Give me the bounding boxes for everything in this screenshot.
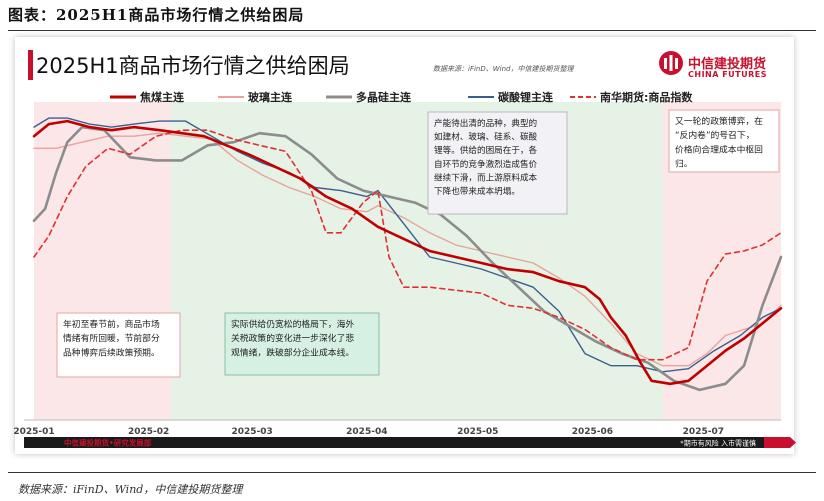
ann-top-right-text: 又一轮的政策博弈，在“反内卷”的号召下，价格向合理成本中枢回归。 [675,115,763,170]
logo-text-cn: 中信建投期货 [688,57,767,72]
series-line-2 [32,125,783,392]
ann-bottom-left-text: 年初至春节前，商品市场情绪有所回暖，节前部分品种博弈后续政策预期。 [63,318,160,358]
chart-title: 2025H1商品市场行情之供给困局 [36,54,350,78]
ann-top-middle-text: 产能待出清的品种，典型的如建材、玻璃、硅系、碳酸锂等。供给的困局在于，各自环节的… [434,117,538,197]
ann-top-middle-box [427,111,568,215]
legend-label-2: 多晶硅主连 [356,90,412,104]
x-tick-label-3: 2025-04 [346,427,387,437]
company-logo-icon [659,51,683,75]
series-line-4 [33,129,782,361]
x-tick-label-0: 2025-01 [13,427,54,437]
footer-arrow-icon [764,437,796,448]
bottom-divider [8,472,816,473]
footer-bar [24,437,764,448]
x-tick-label-4: 2025-05 [457,427,498,437]
series-line-1 [33,132,782,367]
x-tick-label-6: 2025-07 [683,427,724,437]
logo-text-en: CHINA FUTURES [688,70,768,79]
chart-source-note: 数据来源：iFinD、Wind，中信建投期货整理 [433,65,574,73]
legend-label-0: 焦煤主连 [139,90,185,104]
footer-right-text: *期市有风险 入市需谨慎 [680,439,756,448]
title-accent-bar [28,50,33,80]
x-tick-label-5: 2025-06 [572,427,613,437]
ann-top-right-box [668,109,780,173]
footer-source: 数据来源：iFinD、Wind，中信建投期货整理 [18,483,243,496]
legend-label-1: 玻璃主连 [248,90,293,104]
footer-left-text: 中信建投期货•研究发展部 [64,438,152,448]
x-tick-label-2: 2025-03 [232,427,273,437]
ann-bottom-middle-box [224,312,380,376]
x-tick-label-1: 2025-02 [128,427,169,437]
legend-label-3: 碳酸锂主连 [498,90,554,104]
page-title: 图表：2025H1商品市场行情之供给困局 [8,6,305,24]
ann-bottom-middle-text: 实际供给仍宽松的格局下，海外关税政策的变化进一步深化了悲观情绪，跌破部分企业成本… [231,318,354,358]
ann-bottom-left-box [56,312,181,378]
title-divider [8,30,816,31]
legend-label-4: 南华期货:商品指数 [600,90,693,104]
series-line-0 [32,119,783,386]
